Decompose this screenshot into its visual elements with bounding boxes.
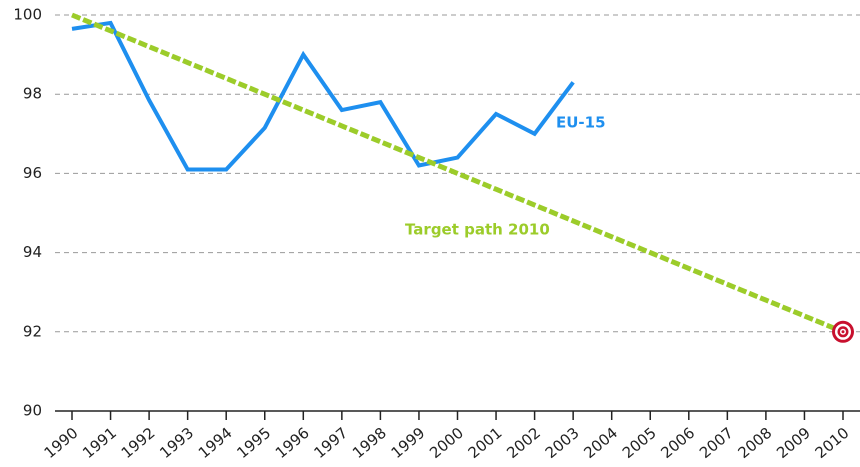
x-tick-label: 1998 (349, 424, 390, 462)
y-tick-label: 100 (13, 6, 42, 24)
x-tick-label: 1990 (41, 424, 82, 462)
y-tick-label: 92 (23, 322, 42, 340)
x-tick-label: 1994 (195, 424, 236, 462)
marks (71, 12, 854, 343)
grid (55, 14, 860, 420)
series-label: Target path 2010 (405, 221, 550, 239)
x-tick-label: 2009 (773, 424, 814, 462)
x-tick-label: 1999 (388, 424, 429, 462)
x-tick-label: 2007 (696, 424, 737, 462)
x-tick-label: 1993 (156, 424, 197, 462)
x-tick-label: 2004 (580, 424, 621, 462)
x-tick-label: 2006 (657, 424, 698, 462)
x-tick-label: 2001 (465, 424, 506, 462)
x-tick-label: 2000 (426, 424, 467, 462)
x-tick-label: 1997 (310, 424, 351, 462)
series-label: EU-15 (556, 114, 606, 132)
series-line (71, 12, 844, 335)
x-tick-label: 2005 (619, 424, 660, 462)
x-tick-label: 1991 (79, 424, 120, 462)
series-line (71, 20, 575, 172)
y-tick-label: 90 (23, 402, 42, 420)
x-tick-label: 2003 (542, 424, 583, 462)
x-tick-label: 1995 (233, 424, 274, 462)
x-tick-label: 1996 (272, 424, 313, 462)
x-tick-label: 2010 (812, 424, 853, 462)
y-tick-label: 98 (23, 85, 42, 103)
x-tick-label: 2008 (735, 424, 776, 462)
target-marker (841, 330, 845, 334)
y-tick-label: 94 (23, 243, 42, 261)
y-tick-label: 96 (23, 164, 42, 182)
x-tick-label: 2002 (503, 424, 544, 462)
x-tick-label: 1992 (118, 424, 159, 462)
